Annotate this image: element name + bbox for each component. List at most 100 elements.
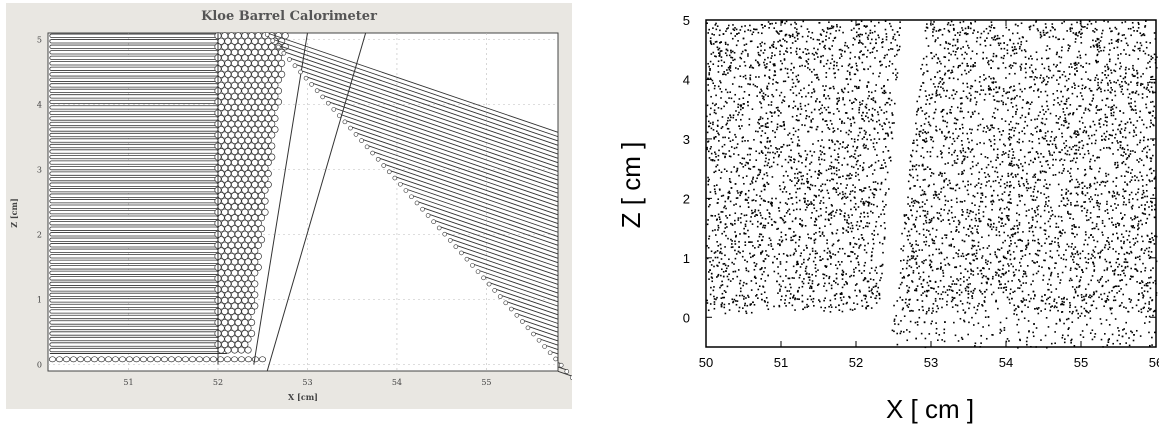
scatter-point bbox=[919, 130, 922, 133]
scatter-point bbox=[1077, 312, 1080, 315]
scatter-point bbox=[976, 192, 979, 194]
scatter-point bbox=[799, 208, 802, 211]
scatter-point bbox=[1128, 54, 1131, 56]
scatter-point bbox=[1147, 310, 1149, 313]
scatter-point bbox=[1122, 216, 1124, 219]
scatter-point bbox=[891, 29, 894, 31]
scatter-point bbox=[1064, 119, 1067, 122]
scatter-point bbox=[796, 78, 799, 81]
scatter-point bbox=[901, 268, 904, 270]
fiber-end bbox=[431, 219, 436, 224]
scatter-point bbox=[1031, 101, 1033, 104]
y-tick-label: 3 bbox=[37, 166, 42, 175]
scatter-point bbox=[1143, 207, 1146, 210]
scatter-point bbox=[998, 280, 1000, 282]
scatter-point bbox=[956, 278, 958, 280]
scatter-point bbox=[1120, 65, 1122, 68]
scatter-point bbox=[935, 332, 938, 335]
scatter-point bbox=[763, 270, 765, 273]
scatter-point bbox=[953, 160, 956, 162]
fiber-cell bbox=[202, 356, 211, 363]
scatter-point bbox=[769, 151, 771, 154]
scatter-point bbox=[829, 311, 832, 313]
scatter-point bbox=[960, 255, 963, 257]
scatter-point bbox=[731, 56, 734, 59]
scatter-point bbox=[764, 227, 766, 229]
scatter-point bbox=[1150, 101, 1152, 103]
scatter-point bbox=[1051, 143, 1054, 146]
scatter-point bbox=[783, 128, 786, 130]
scatter-point bbox=[892, 72, 894, 75]
scatter-point bbox=[1124, 267, 1127, 269]
scatter-point bbox=[749, 153, 751, 156]
scatter-point bbox=[974, 217, 977, 220]
scatter-point bbox=[921, 300, 924, 302]
scatter-point bbox=[736, 197, 739, 199]
scatter-point bbox=[708, 65, 710, 68]
scatter-point bbox=[796, 262, 799, 265]
scatter-point bbox=[733, 298, 736, 301]
scatter-point bbox=[1074, 246, 1077, 248]
fiber-cell bbox=[264, 170, 272, 178]
scatter-point bbox=[966, 285, 968, 288]
scatter-point bbox=[899, 272, 902, 274]
scatter-point bbox=[824, 218, 827, 221]
scatter-point bbox=[728, 97, 730, 99]
scatter-point bbox=[1028, 209, 1030, 211]
scatter-point bbox=[810, 96, 813, 98]
scatter-point bbox=[836, 140, 838, 142]
scatter-point bbox=[825, 266, 827, 268]
scatter-point bbox=[837, 260, 840, 263]
scatter-point bbox=[861, 33, 863, 36]
scatter-point bbox=[1047, 130, 1049, 133]
scatter-point bbox=[1074, 253, 1077, 255]
scatter-point bbox=[1117, 274, 1120, 276]
scatter-point bbox=[1135, 193, 1137, 196]
scatter-point bbox=[870, 296, 872, 298]
scatter-point bbox=[965, 258, 967, 260]
scatter-point bbox=[957, 279, 960, 282]
scatter-point bbox=[922, 82, 925, 84]
scatter-point bbox=[884, 137, 887, 140]
scatter-point bbox=[953, 246, 956, 248]
scatter-point bbox=[806, 206, 808, 209]
fiber-slab bbox=[49, 77, 219, 82]
scatter-point bbox=[1132, 135, 1135, 138]
scatter-point bbox=[1035, 151, 1038, 153]
scatter-point bbox=[1154, 208, 1156, 211]
scatter-point bbox=[806, 178, 809, 180]
scatter-point bbox=[803, 249, 805, 251]
scatter-point bbox=[1065, 98, 1068, 101]
scatter-point bbox=[960, 291, 963, 294]
scatter-point bbox=[798, 286, 800, 289]
fiber-cell bbox=[195, 356, 204, 363]
scatter-point bbox=[849, 99, 851, 102]
scatter-point bbox=[1116, 292, 1118, 294]
scatter-point bbox=[997, 127, 1000, 130]
scatter-point bbox=[1063, 204, 1065, 207]
scatter-point bbox=[962, 172, 964, 175]
scatter-point bbox=[780, 231, 783, 234]
scatter-point bbox=[1012, 291, 1014, 294]
scatter-point bbox=[1048, 267, 1051, 270]
slanted-fiber bbox=[533, 332, 559, 342]
scatter-point bbox=[1095, 60, 1098, 63]
scatter-point bbox=[875, 266, 877, 269]
scatter-point bbox=[916, 174, 919, 177]
scatter-point bbox=[992, 81, 995, 83]
scatter-point bbox=[1035, 20, 1038, 22]
scatter-point bbox=[1009, 144, 1011, 146]
scatter-point bbox=[1098, 50, 1100, 53]
scatter-point bbox=[953, 140, 956, 143]
scatter-point bbox=[885, 165, 887, 168]
scatter-point bbox=[759, 101, 761, 103]
scatter-point bbox=[1105, 135, 1107, 138]
scatter-point bbox=[786, 203, 789, 206]
scatter-point bbox=[1080, 305, 1083, 308]
scatter-point bbox=[1109, 308, 1112, 311]
scatter-point bbox=[879, 64, 882, 67]
scatter-point bbox=[722, 296, 724, 299]
scatter-point bbox=[1136, 233, 1139, 236]
scatter-point bbox=[910, 266, 913, 269]
scatter-point bbox=[845, 187, 848, 189]
